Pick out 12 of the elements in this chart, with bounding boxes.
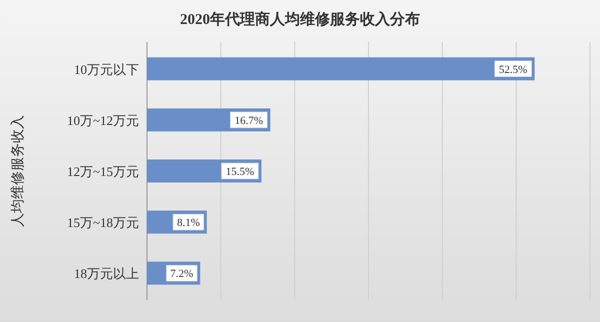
data-label: 7.2%: [170, 268, 194, 280]
y-axis-title: 人均维修服务收入: [10, 115, 26, 227]
data-label: 8.1%: [176, 217, 200, 230]
y-tick-label: 12万~15万元: [66, 164, 139, 179]
y-tick-label: 10万~12万元: [66, 112, 139, 128]
chart-title: 2020年代理商人均维修服务收入分布: [180, 10, 420, 28]
data-label: 16.7%: [234, 114, 264, 127]
y-tick-label: 18万元以上: [74, 266, 139, 282]
data-label: 52.5%: [498, 64, 528, 76]
y-tick-label: 10万元以下: [74, 62, 139, 77]
data-label: 15.5%: [226, 166, 254, 178]
y-tick-label: 15万~18万元: [66, 215, 139, 230]
